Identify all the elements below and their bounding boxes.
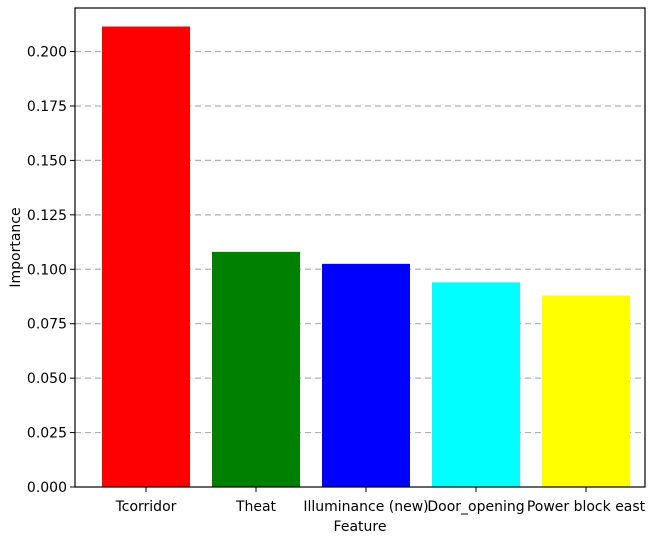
bars (102, 26, 630, 488)
y-tick-label: 0.025 (27, 426, 67, 442)
x-tick-label: Door_opening (427, 499, 524, 515)
y-tick-label: 0.125 (27, 208, 67, 224)
y-tick-label: 0.200 (27, 45, 67, 61)
y-tick-label: 0.075 (27, 317, 67, 333)
plot-frame (74, 7, 646, 488)
bar-1 (212, 251, 300, 487)
bar-4 (542, 295, 630, 487)
y-tick-label: 0.100 (27, 262, 67, 278)
bar-0 (102, 26, 190, 488)
y-tick-label: 0.175 (27, 99, 67, 115)
y-axis-title: Importance (8, 207, 24, 287)
x-ticks: Tcorridor Theat Illuminance (new)Door_open… (115, 487, 646, 515)
x-axis-title: Feature (334, 519, 387, 535)
x-tick-label: Tcorridor (115, 499, 177, 515)
y-tick-label: 0.150 (27, 153, 67, 169)
bar-2 (322, 263, 410, 487)
y-tick-label: 0.000 (27, 480, 67, 496)
y-tick-label: 0.050 (27, 371, 67, 387)
y-ticks: 0.000 0.025 0.050 0.075 0.100 0.125 0.150 0.175… (27, 45, 75, 496)
x-tick-label: Theat (235, 499, 277, 515)
axes (74, 7, 646, 488)
bar-3 (432, 282, 520, 487)
x-tick-label: Power block east (527, 499, 646, 515)
x-tick-label: Illuminance (new) (303, 499, 428, 515)
